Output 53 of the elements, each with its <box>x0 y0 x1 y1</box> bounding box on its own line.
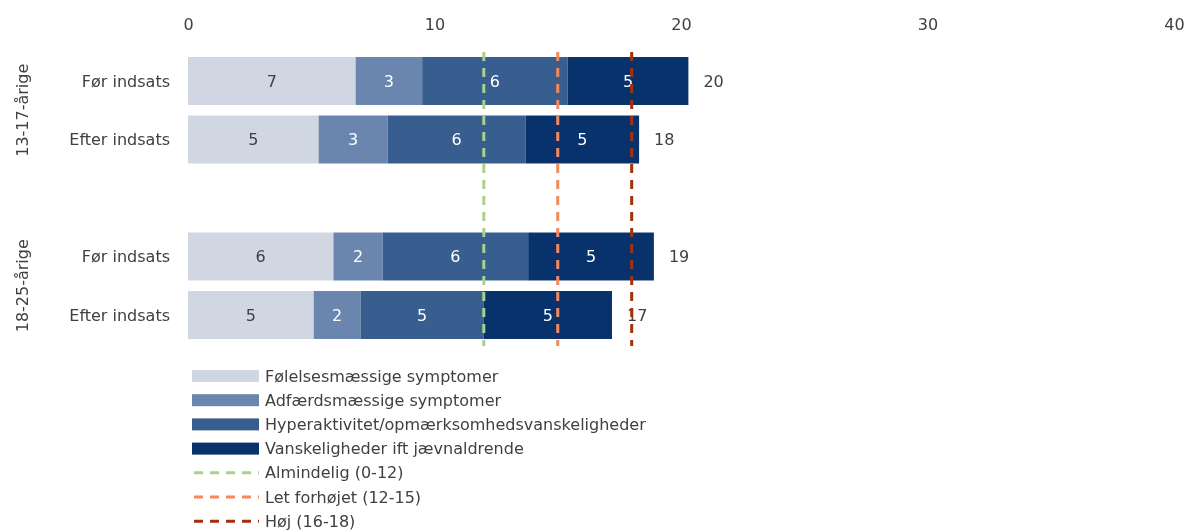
data-label: 5 <box>417 305 428 325</box>
bar <box>483 291 612 339</box>
bar <box>318 115 388 164</box>
bar <box>188 115 319 164</box>
bar <box>355 57 423 105</box>
bar <box>525 115 640 164</box>
x-tick-label: 10 <box>424 15 446 34</box>
data-label: 5 <box>542 305 553 325</box>
bar <box>188 57 356 105</box>
bar <box>528 232 654 281</box>
x-tick-label: 20 <box>671 15 692 34</box>
legend-label: Hyperaktivitet/opmærksomhedsvanskeligheder <box>265 415 647 434</box>
data-label: 5 <box>622 71 634 91</box>
x-tick-label: 40 <box>1164 15 1185 34</box>
legend-label: Følelsesmæssige symptomer <box>265 366 499 386</box>
total-label: 19 <box>668 247 690 267</box>
text: 13-17-årige <box>13 63 32 157</box>
data-label: 5 <box>248 130 259 150</box>
legend-label: Høj (16-18) <box>265 511 356 531</box>
legend-label: Vanskeligheder ift jævnaldrende <box>265 439 524 459</box>
data-label: 5 <box>585 247 597 267</box>
y-tick-label: Efter indsats <box>69 305 170 325</box>
total-label: 20 <box>703 71 724 91</box>
data-label: 5 <box>577 130 588 150</box>
y-tick-label: Før indsats <box>81 71 170 91</box>
data-label: 6 <box>255 247 266 267</box>
data-label: 3 <box>348 130 359 150</box>
data-label: 6 <box>450 247 461 267</box>
y-tick-label: Før indsats <box>81 247 170 267</box>
x-tick-label: 30 <box>917 15 939 34</box>
x-tick-label: 0 <box>183 15 194 34</box>
text: 18-25-årige <box>13 239 32 333</box>
total-label: 18 <box>654 130 675 150</box>
data-label: 6 <box>489 71 500 91</box>
bar <box>188 232 334 281</box>
y-tick-label: Efter indsats <box>69 130 170 150</box>
bar <box>567 57 689 105</box>
data-label: 5 <box>245 305 256 325</box>
legend-label: Adfærdsmæssige symptomer <box>265 390 502 410</box>
data-label: 6 <box>451 130 462 150</box>
bar <box>333 232 383 281</box>
bar <box>360 291 484 339</box>
legend-label: Let forhøjet (12-15) <box>265 487 422 507</box>
bar <box>387 115 526 164</box>
data-label: 2 <box>332 305 343 325</box>
data-label: 7 <box>266 71 277 91</box>
data-label: 3 <box>383 71 394 91</box>
bar <box>422 57 568 105</box>
legend-label: Almindelig (0-12) <box>265 463 404 483</box>
data-label: 2 <box>352 247 364 267</box>
bar <box>382 232 529 281</box>
bar <box>313 291 361 339</box>
bar <box>188 291 314 339</box>
